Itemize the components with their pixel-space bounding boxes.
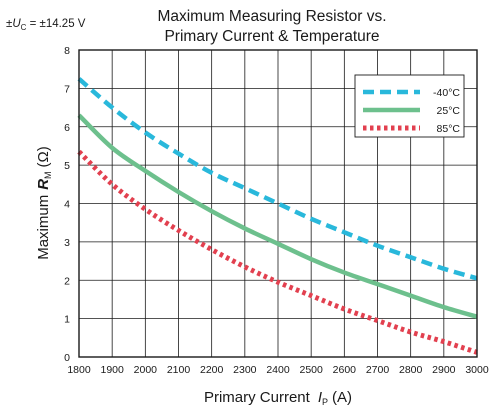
chart-title-line2: Primary Current & Temperature bbox=[164, 28, 379, 45]
x-axis-title: Primary Current IP (A) bbox=[204, 389, 352, 407]
x-tick-label: 1800 bbox=[67, 364, 91, 376]
x-axis-title-unit: (A) bbox=[332, 389, 352, 406]
x-tick-label: 2100 bbox=[167, 364, 191, 376]
supply-voltage-note: ±UC = ±14.25 V bbox=[6, 18, 86, 32]
x-tick-label: 2900 bbox=[432, 364, 456, 376]
x-tick-label: 2600 bbox=[333, 364, 357, 376]
y-tick-label: 6 bbox=[64, 122, 70, 134]
y-tick-label: 2 bbox=[64, 275, 70, 287]
x-axis-title-subscript: P bbox=[322, 397, 328, 407]
x-axis-title-symbol: I bbox=[318, 389, 322, 406]
x-tick-label: 2300 bbox=[233, 364, 257, 376]
x-tick-label: 2000 bbox=[134, 364, 158, 376]
supply-note-symbol: U bbox=[12, 18, 21, 30]
y-tick-label: 1 bbox=[64, 314, 70, 326]
series-layer bbox=[77, 77, 478, 355]
x-tick-label: 2800 bbox=[399, 364, 423, 376]
legend-label-2: 25°C bbox=[437, 105, 461, 117]
supply-note-subscript: C bbox=[21, 23, 27, 32]
y-tick-label: 7 bbox=[64, 83, 70, 95]
x-axis-title-text: Primary Current bbox=[204, 389, 311, 406]
y-axis-title: Maximum RM (Ω) bbox=[35, 146, 53, 260]
series-line-3 bbox=[77, 149, 478, 355]
y-axis-title-text: Maximum bbox=[35, 195, 52, 260]
series-line-1 bbox=[77, 77, 478, 281]
y-tick-label: 3 bbox=[64, 237, 70, 249]
y-axis-title-subscript: M bbox=[43, 171, 53, 179]
legend-items: -40°C 25°C 85°C bbox=[363, 87, 460, 135]
legend-label-1: -40°C bbox=[433, 87, 460, 99]
x-tick-label: 2400 bbox=[266, 364, 290, 376]
chart-title-line1: Maximum Measuring Resistor vs. bbox=[157, 8, 386, 25]
x-tick-label: 2200 bbox=[200, 364, 224, 376]
y-tick-label: 4 bbox=[64, 199, 70, 211]
supply-note-prefix: ± bbox=[6, 18, 12, 30]
legend-label-3: 85°C bbox=[437, 123, 461, 135]
x-tick-label: 2500 bbox=[299, 364, 323, 376]
supply-note-value: = ±14.25 V bbox=[26, 18, 85, 30]
x-tick-label: 1900 bbox=[100, 364, 124, 376]
y-tick-label: 0 bbox=[64, 352, 70, 364]
x-tick-label: 3000 bbox=[465, 364, 489, 376]
x-tick-labels: 1800 1900 2000 2100 2200 2300 2400 2500 2600 2700… bbox=[67, 364, 489, 376]
legend-box bbox=[354, 74, 465, 138]
y-tick-labels: 0 1 2 3 4 5 6 7 8 bbox=[64, 45, 70, 364]
y-axis-title-symbol: R bbox=[35, 179, 52, 190]
y-axis-title-unit: (Ω) bbox=[35, 146, 52, 167]
plot-frame bbox=[78, 49, 478, 358]
series-line-2 bbox=[77, 113, 478, 319]
y-tick-label: 5 bbox=[64, 160, 70, 172]
legend: -40°C 25°C 85°C bbox=[354, 74, 465, 138]
x-tick-label: 2700 bbox=[366, 364, 390, 376]
y-tick-label: 8 bbox=[64, 45, 70, 57]
